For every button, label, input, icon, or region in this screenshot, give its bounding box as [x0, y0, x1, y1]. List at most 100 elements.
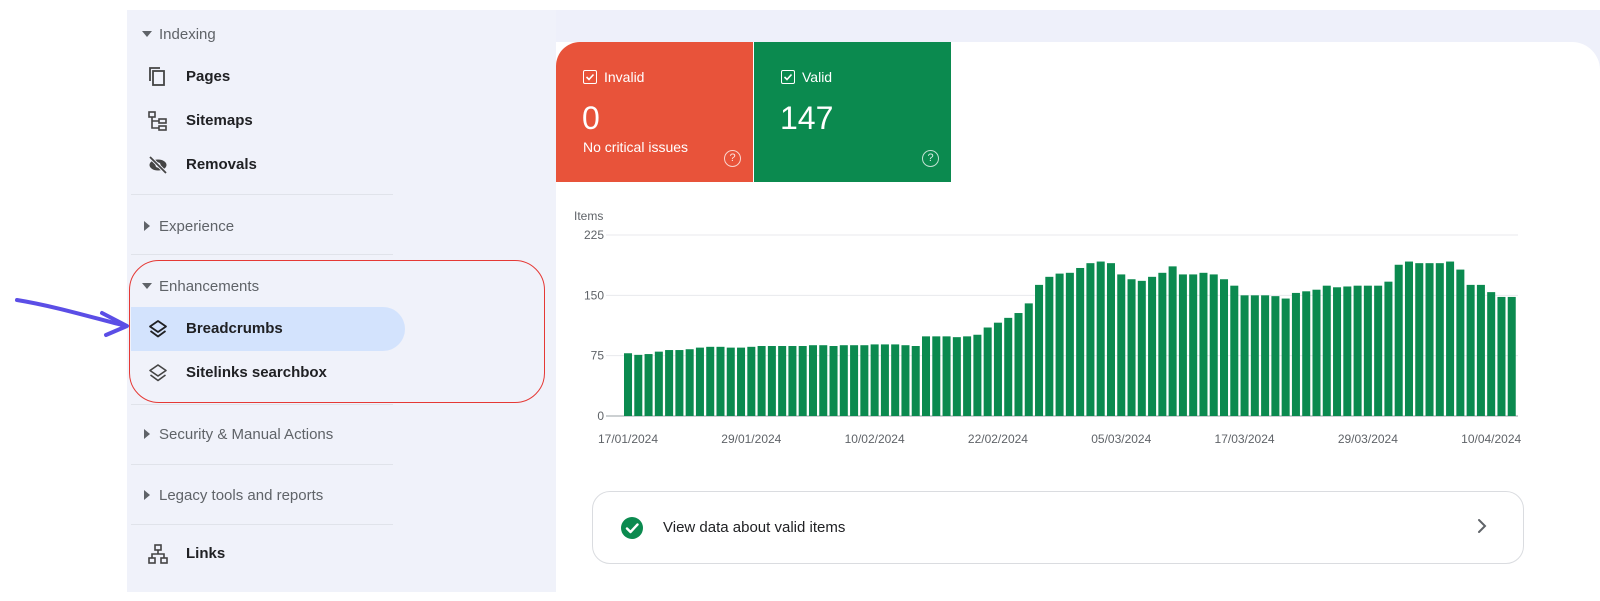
chart-bar[interactable] [706, 346, 715, 416]
chart-bar[interactable] [1220, 279, 1229, 416]
chart-bar[interactable] [1065, 272, 1074, 416]
chart-bar[interactable] [942, 336, 951, 416]
chart-bar[interactable] [788, 346, 797, 416]
chart-bar[interactable] [1209, 274, 1218, 416]
chart-bar[interactable] [778, 346, 787, 416]
chart-bar[interactable] [963, 336, 972, 416]
chart-bar[interactable] [716, 346, 725, 416]
chart-bar[interactable] [829, 346, 838, 416]
sidebar-item-breadcrumbs[interactable]: Breadcrumbs [131, 307, 405, 351]
chart-bar[interactable] [1137, 280, 1146, 416]
chart-bar[interactable] [1446, 261, 1455, 416]
chart-bar[interactable] [922, 336, 931, 416]
chart-bar[interactable] [665, 350, 674, 416]
chart-bar[interactable] [1240, 295, 1249, 416]
section-security[interactable]: Security & Manual Actions [139, 422, 333, 446]
chart-bar[interactable] [901, 345, 910, 416]
chart-bar[interactable] [1363, 285, 1372, 416]
chart-bar[interactable] [1487, 292, 1496, 416]
sidebar-item-sitemaps[interactable]: Sitemaps [131, 99, 405, 143]
chart-bar[interactable] [1271, 296, 1280, 416]
chart-bar[interactable] [880, 344, 889, 416]
chart-bar[interactable] [891, 344, 900, 416]
chart-bar[interactable] [1014, 313, 1023, 416]
valid-card[interactable]: Valid 147 ? [754, 42, 951, 182]
chart-bar[interactable] [1394, 264, 1403, 416]
chart-bar[interactable] [644, 354, 653, 416]
chart-bar[interactable] [870, 344, 879, 416]
chart-bar[interactable] [1415, 263, 1424, 416]
section-legacy-tools[interactable]: Legacy tools and reports [139, 483, 323, 507]
chart-bar[interactable] [1281, 298, 1290, 416]
chart-bar[interactable] [1117, 274, 1126, 416]
chart-bar[interactable] [860, 345, 869, 416]
chart-bar[interactable] [695, 347, 704, 416]
chart-bar[interactable] [932, 336, 941, 416]
chart-bar[interactable] [798, 346, 807, 416]
chart-bar[interactable] [1466, 284, 1475, 416]
chart-bar[interactable] [1106, 263, 1115, 416]
chart-bar[interactable] [737, 347, 746, 416]
help-icon[interactable]: ? [724, 150, 741, 167]
chart-bar[interactable] [1384, 281, 1393, 416]
section-indexing[interactable]: Indexing [139, 22, 216, 46]
chart-bar[interactable] [973, 334, 982, 416]
chart-bar[interactable] [1148, 276, 1157, 416]
chart-bar[interactable] [850, 345, 859, 416]
chart-bar[interactable] [1168, 266, 1177, 416]
chart-bar[interactable] [1374, 285, 1383, 416]
chart-bar[interactable] [1333, 287, 1342, 416]
chart-bar[interactable] [1076, 267, 1085, 416]
chart-bar[interactable] [634, 354, 643, 416]
chart-bar[interactable] [1322, 285, 1331, 416]
chart-bar[interactable] [767, 346, 776, 416]
chart-bar[interactable] [757, 346, 766, 416]
chart-bar[interactable] [1199, 272, 1208, 416]
chart-bar[interactable] [747, 346, 756, 416]
chart-bar[interactable] [1086, 263, 1095, 416]
sidebar-item-pages[interactable]: Pages [131, 55, 405, 99]
chart-bar[interactable] [1302, 291, 1311, 416]
invalid-card[interactable]: Invalid 0 No critical issues ? [556, 42, 753, 182]
chart-bar[interactable] [1425, 263, 1434, 416]
sidebar-item-removals[interactable]: Removals [131, 143, 405, 187]
chart-bar[interactable] [839, 345, 848, 416]
chart-bar[interactable] [1055, 273, 1064, 416]
help-icon[interactable]: ? [922, 150, 939, 167]
chart-bar[interactable] [685, 349, 694, 416]
section-experience[interactable]: Experience [139, 214, 234, 238]
chart-bar[interactable] [1189, 274, 1198, 416]
chart-bar[interactable] [1127, 279, 1136, 416]
chart-bar[interactable] [654, 351, 663, 416]
view-valid-items-button[interactable]: View data about valid items [592, 491, 1524, 564]
chart-bar[interactable] [1435, 263, 1444, 416]
chart-bar[interactable] [1230, 285, 1239, 416]
chart-bar[interactable] [1456, 269, 1465, 416]
chart-bar[interactable] [819, 345, 828, 416]
chart-bar[interactable] [1343, 286, 1352, 416]
chart-bar[interactable] [808, 345, 817, 416]
chart-bar[interactable] [1004, 317, 1013, 416]
chart-bar[interactable] [983, 327, 992, 416]
chart-bar[interactable] [1024, 303, 1033, 416]
chart-bar[interactable] [993, 322, 1002, 416]
chart-bar[interactable] [1353, 285, 1362, 416]
chart-bar[interactable] [1261, 295, 1270, 416]
chart-bar[interactable] [1497, 296, 1506, 416]
chart-bar[interactable] [952, 337, 961, 416]
chart-bar[interactable] [1312, 289, 1321, 416]
chart-bar[interactable] [1250, 295, 1259, 416]
chart-bar[interactable] [726, 347, 735, 416]
chart-bar[interactable] [1507, 296, 1516, 416]
chart-bar[interactable] [675, 350, 684, 416]
chart-bar[interactable] [1096, 261, 1105, 416]
chart-bar[interactable] [1158, 272, 1167, 416]
sidebar-item-links[interactable]: Links [131, 532, 405, 576]
chart-bar[interactable] [1035, 284, 1044, 416]
chart-bar[interactable] [911, 346, 920, 416]
chart-bar[interactable] [1291, 292, 1300, 416]
chart-bar[interactable] [1178, 274, 1187, 416]
chart-bar[interactable] [1476, 284, 1485, 416]
chart-bar[interactable] [1404, 261, 1413, 416]
chart-bar[interactable] [624, 353, 633, 416]
